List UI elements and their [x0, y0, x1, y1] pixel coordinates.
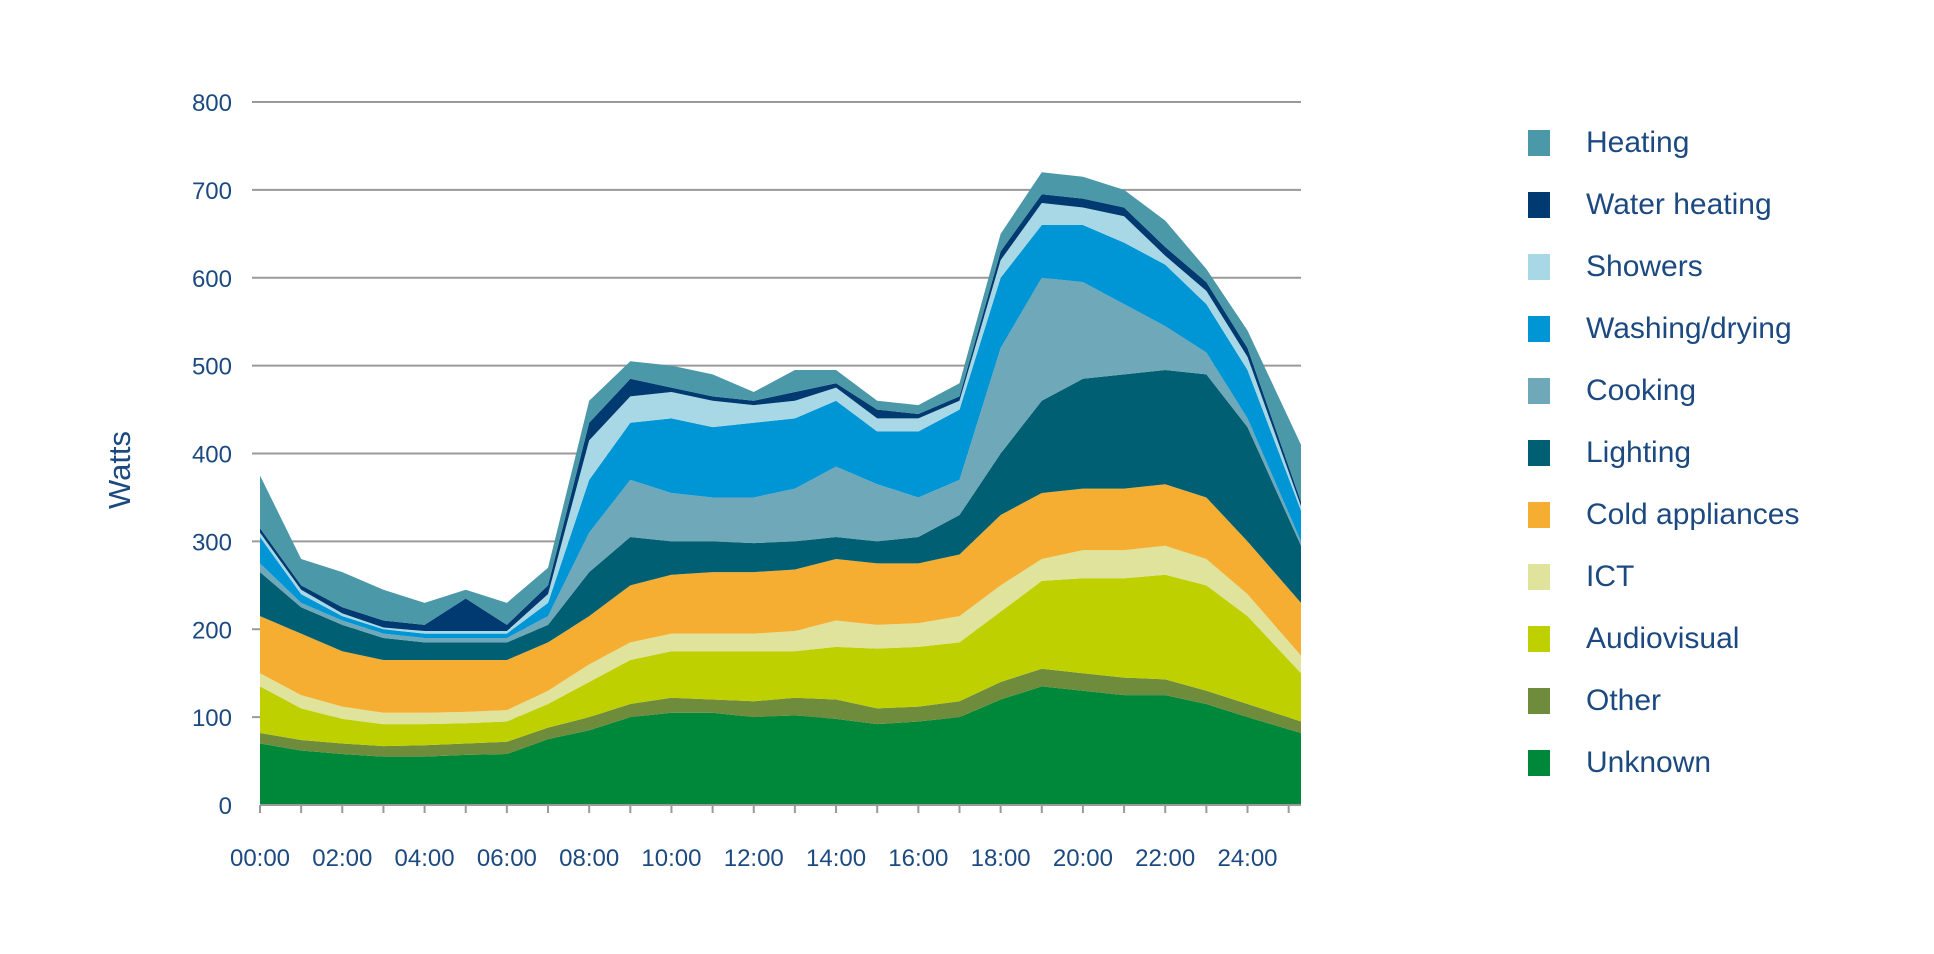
- legend-item: Washing/drying: [1528, 298, 1799, 360]
- area-washing-drying: [260, 225, 1301, 639]
- legend-swatch: [1528, 254, 1550, 280]
- legend-item: Heating: [1528, 112, 1799, 174]
- legend-swatch: [1528, 564, 1550, 590]
- area-cold-appliances: [260, 484, 1301, 713]
- area-audiovisual: [260, 574, 1301, 747]
- x-tick-label: 08:00: [559, 845, 619, 872]
- x-tick-label: 14:00: [806, 845, 866, 872]
- legend-swatch: [1528, 440, 1550, 466]
- legend-label: Other: [1586, 684, 1662, 717]
- legend-item: Showers: [1528, 236, 1799, 298]
- y-axis-label: Watts: [102, 431, 137, 509]
- legend-label: Lighting: [1586, 436, 1692, 469]
- y-tick-label: 200: [192, 617, 232, 644]
- x-tick-label: 04:00: [395, 845, 455, 872]
- y-tick-label: 100: [192, 705, 232, 732]
- y-tick-label: 300: [192, 529, 232, 556]
- x-tick-label: 20:00: [1053, 845, 1113, 872]
- area-cooking: [260, 277, 1301, 643]
- x-tick-label: 24:00: [1217, 845, 1277, 872]
- area-lighting: [260, 370, 1301, 661]
- legend-swatch: [1528, 130, 1550, 156]
- x-tick-label: 12:00: [724, 845, 784, 872]
- legend-label: Water heating: [1586, 188, 1772, 221]
- area-ict: [260, 545, 1301, 725]
- legend-item: Lighting: [1528, 422, 1799, 484]
- legend-item: Other: [1528, 670, 1799, 732]
- area-unknown: [260, 686, 1301, 805]
- legend-item: Water heating: [1528, 174, 1799, 236]
- y-tick-label: 500: [192, 354, 232, 381]
- legend-item: Unknown: [1528, 732, 1799, 794]
- x-tick-label: 18:00: [971, 845, 1031, 872]
- legend-swatch: [1528, 316, 1550, 342]
- area-series: [260, 172, 1301, 805]
- x-tick-label: 06:00: [477, 845, 537, 872]
- legend-label: Cold appliances: [1586, 498, 1800, 531]
- y-axis-ticks: 0 100 200 300 400 500 600 700 800: [192, 90, 232, 820]
- legend: Heating Water heating Showers Washing/dryin…: [1528, 112, 1799, 794]
- legend-item: Audiovisual: [1528, 608, 1799, 670]
- x-tick-label: 16:00: [888, 845, 948, 872]
- legend-item: Cooking: [1528, 360, 1799, 422]
- area-showers: [260, 203, 1301, 634]
- legend-label: Audiovisual: [1586, 622, 1740, 655]
- legend-label: Heating: [1586, 126, 1690, 159]
- y-tick-label: 700: [192, 178, 232, 205]
- legend-swatch: [1528, 502, 1550, 528]
- legend-item: ICT: [1528, 546, 1799, 608]
- area-other: [260, 668, 1301, 757]
- x-tick-label: 02:00: [312, 845, 372, 872]
- legend-label: Showers: [1586, 250, 1703, 283]
- legend-swatch: [1528, 378, 1550, 404]
- legend-label: Unknown: [1586, 746, 1712, 779]
- legend-label: Washing/drying: [1586, 312, 1792, 345]
- x-axis-ticks: 00:00 02:00 04:00 06:00 08:00 10:00 12:00 14:00…: [230, 804, 1301, 872]
- y-tick-label: 0: [219, 793, 232, 820]
- y-tick-label: 400: [192, 442, 232, 469]
- legend-swatch: [1528, 750, 1550, 776]
- x-tick-label: 22:00: [1135, 845, 1195, 872]
- legend-swatch: [1528, 688, 1550, 714]
- legend-label: ICT: [1586, 560, 1635, 593]
- legend-swatch: [1528, 192, 1550, 218]
- y-tick-label: 800: [192, 90, 232, 117]
- x-tick-label: 10:00: [641, 845, 701, 872]
- x-tick-label: 00:00: [230, 845, 290, 872]
- legend-item: Cold appliances: [1528, 484, 1799, 546]
- legend-swatch: [1528, 626, 1550, 652]
- legend-label: Cooking: [1586, 374, 1697, 407]
- y-tick-label: 600: [192, 266, 232, 293]
